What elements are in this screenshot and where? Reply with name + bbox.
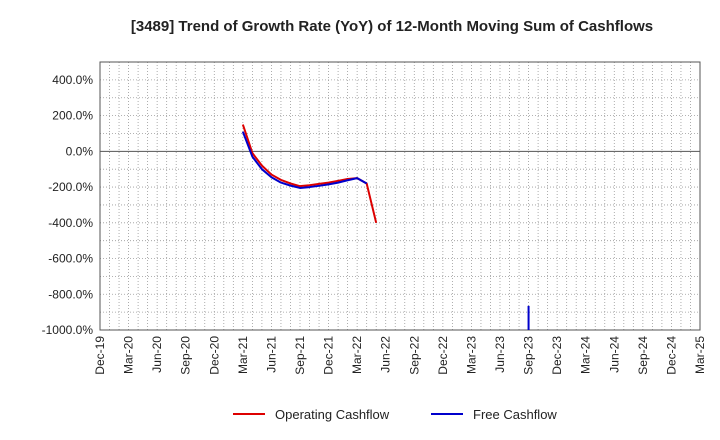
series-line-free-cashflow <box>241 131 530 330</box>
y-tick-label: 200.0% <box>52 109 93 123</box>
y-axis: 400.0% 200.0% 0.0% -200.0% -400.0% -600.0% -80… <box>42 73 94 337</box>
x-axis: Dec-19 Mar-20 Jun-20 Sep-20 Dec-20 Mar-21 Jun-… <box>93 336 707 375</box>
y-tick-label: 400.0% <box>52 73 93 87</box>
x-tick-label: Dec-23 <box>550 336 564 375</box>
y-tick-label: -400.0% <box>48 216 93 230</box>
x-tick-label: Jun-23 <box>493 336 507 373</box>
chart-title: [3489] Trend of Growth Rate (YoY) of 12-… <box>131 18 653 35</box>
x-tick-label: Mar-21 <box>236 336 250 374</box>
x-tick-label: Sep-20 <box>179 336 193 375</box>
x-tick-label: Dec-22 <box>436 336 450 375</box>
x-tick-label: Mar-25 <box>693 336 707 374</box>
x-tick-label: Sep-21 <box>293 336 307 375</box>
x-tick-label: Sep-24 <box>636 336 650 375</box>
legend-label-free-cashflow: Free Cashflow <box>473 407 557 422</box>
x-tick-label: Dec-21 <box>322 336 336 375</box>
x-tick-label: Dec-20 <box>207 336 221 375</box>
series-lines <box>241 124 530 330</box>
legend-label-operating-cashflow: Operating Cashflow <box>275 407 390 422</box>
x-tick-label: Mar-22 <box>350 336 364 374</box>
y-tick-label: -200.0% <box>48 180 93 194</box>
y-tick-label: -800.0% <box>48 287 93 301</box>
x-tick-label: Jun-22 <box>379 336 393 373</box>
x-tick-label: Jun-21 <box>264 336 278 373</box>
x-tick-label: Mar-23 <box>464 336 478 374</box>
x-tick-label: Jun-20 <box>150 336 164 373</box>
x-tick-label: Dec-19 <box>93 336 107 375</box>
x-tick-label: Mar-20 <box>122 336 136 374</box>
x-tick-label: Jun-24 <box>607 336 621 373</box>
y-tick-label: -1000.0% <box>42 323 94 337</box>
grid <box>100 62 700 330</box>
y-tick-label: -600.0% <box>48 252 93 266</box>
legend: Operating Cashflow Free Cashflow <box>233 407 557 422</box>
y-tick-label: 0.0% <box>66 144 94 158</box>
plot-area <box>99 61 701 331</box>
x-tick-label: Sep-23 <box>522 336 536 375</box>
x-tick-label: Mar-24 <box>579 336 593 374</box>
x-tick-label: Sep-22 <box>407 336 421 375</box>
x-tick-label: Dec-24 <box>664 336 678 375</box>
